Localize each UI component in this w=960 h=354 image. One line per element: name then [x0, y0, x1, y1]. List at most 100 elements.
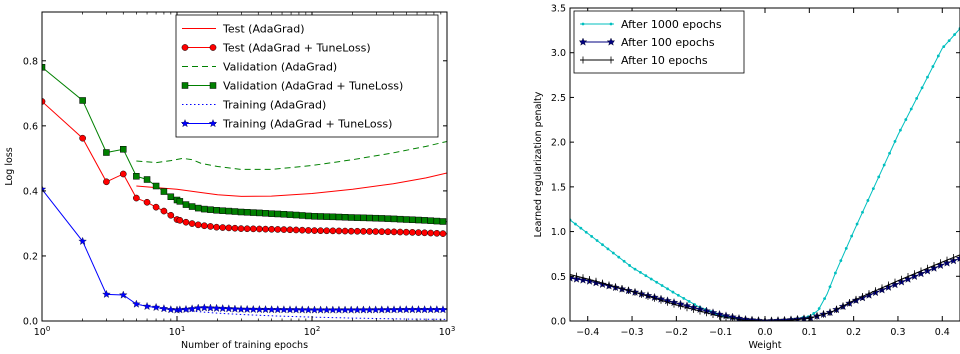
data-point: [182, 218, 190, 226]
data-point: [231, 224, 239, 232]
data-point: [899, 128, 902, 132]
data-point: [408, 305, 417, 314]
x-tick-label: 102: [304, 325, 321, 338]
data-point: [133, 173, 140, 180]
data-point: [200, 222, 208, 230]
data-point: [329, 227, 337, 235]
data-point: [617, 255, 621, 259]
y-tick-label: 1.5: [551, 182, 566, 193]
y-tick-label: 0.6: [23, 121, 38, 132]
data-point: [866, 199, 870, 202]
series-1-3: [136, 140, 447, 170]
data-point: [286, 226, 294, 234]
data-point: [268, 225, 275, 233]
data-point: [206, 303, 215, 312]
data-point: [250, 209, 257, 216]
data-point: [328, 305, 338, 314]
data-point: [280, 211, 288, 218]
x-tick-label: 0.3: [890, 327, 905, 338]
data-point: [360, 214, 367, 222]
legend-box: [175, 14, 439, 138]
series-1-6: [42, 184, 447, 314]
data-point: [167, 193, 175, 200]
data-point: [219, 207, 226, 214]
data-point: [119, 170, 127, 178]
data-point: [601, 243, 604, 247]
data-point: [274, 226, 282, 233]
legend-marker: [581, 22, 585, 26]
data-point: [676, 293, 680, 297]
data-point: [237, 208, 245, 216]
data-point: [353, 305, 362, 314]
data-point: [346, 305, 356, 314]
series-1-2: [42, 98, 447, 237]
legend-label: Training (AdaGrad + TuneLoss): [222, 118, 392, 131]
data-point: [236, 304, 246, 313]
data-point: [225, 224, 233, 232]
data-point: [279, 305, 289, 314]
data-point: [317, 227, 324, 235]
data-point: [372, 214, 379, 222]
x-tick-label: −0.1: [709, 327, 732, 338]
data-point: [213, 207, 220, 214]
x-tick-label: 101: [169, 325, 186, 338]
data-point: [335, 227, 343, 235]
data-point: [909, 107, 913, 111]
data-point: [359, 305, 368, 314]
data-point: [120, 146, 127, 153]
data-point: [311, 227, 318, 234]
x-tick-label: −0.3: [621, 327, 644, 338]
data-point: [267, 305, 276, 314]
data-point: [176, 216, 184, 224]
data-point: [371, 305, 380, 314]
data-point: [160, 188, 168, 195]
series-1-4: [42, 64, 447, 225]
legend: Test (AdaGrad) Test (AdaGrad + TuneLoss) V…: [175, 14, 439, 138]
legend-marker: [180, 119, 190, 128]
data-point: [218, 304, 227, 313]
data-point: [305, 212, 312, 220]
data-point: [432, 305, 442, 314]
data-point: [255, 305, 264, 314]
y-tick-label: 0.0: [23, 317, 38, 328]
data-point: [427, 229, 435, 237]
data-point: [595, 239, 599, 242]
data-point: [225, 207, 233, 215]
data-point: [366, 214, 373, 222]
data-point: [304, 305, 313, 314]
legend-box: [573, 10, 745, 74]
data-point: [904, 118, 908, 121]
data-point: [893, 140, 897, 143]
data-point: [611, 251, 615, 255]
data-point: [167, 211, 175, 219]
legend-item: After 10 epochs: [580, 54, 708, 67]
data-point: [687, 300, 691, 303]
data-point: [433, 217, 441, 225]
x-tick-label: −0.4: [576, 327, 599, 338]
data-point: [213, 223, 220, 231]
data-point: [262, 210, 269, 217]
data-point: [389, 305, 399, 314]
legend-label: After 100 epochs: [621, 36, 715, 49]
data-point: [256, 225, 263, 233]
data-point: [421, 217, 428, 224]
data-point: [871, 187, 875, 191]
y-tick-label: 1.0: [551, 227, 566, 238]
series-line: [42, 188, 447, 311]
data-point: [160, 207, 168, 215]
data-point: [383, 305, 393, 314]
data-point: [200, 303, 209, 312]
data-point: [219, 224, 227, 231]
data-point: [316, 305, 325, 314]
data-point: [438, 305, 447, 314]
plot-frame: [41, 11, 448, 322]
legend-item: Training (AdaGrad + TuneLoss): [180, 118, 392, 131]
x-tick-label: −0.2: [665, 327, 688, 338]
legend-marker: [209, 44, 217, 51]
data-point: [622, 259, 626, 263]
data-point: [317, 213, 324, 220]
data-point: [427, 217, 434, 224]
data-point: [79, 134, 86, 142]
data-point: [942, 45, 946, 49]
y-tick-label: 2.5: [551, 93, 566, 104]
